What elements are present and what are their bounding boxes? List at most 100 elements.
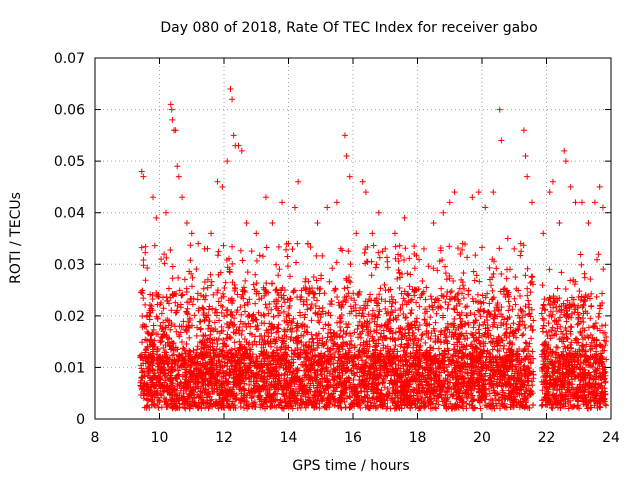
data-point	[492, 390, 499, 397]
data-point	[205, 405, 212, 412]
data-point	[361, 249, 368, 256]
data-point	[229, 300, 236, 307]
data-point	[304, 329, 311, 336]
data-point	[214, 287, 221, 294]
data-point	[398, 290, 405, 297]
data-point	[245, 320, 252, 327]
data-point	[347, 394, 354, 401]
data-point	[211, 319, 218, 326]
data-point	[283, 246, 290, 253]
data-point	[367, 291, 374, 298]
data-point	[157, 391, 164, 398]
data-point	[169, 275, 176, 282]
data-point	[167, 326, 174, 333]
data-point	[144, 265, 151, 272]
data-point	[401, 288, 408, 295]
data-point	[481, 307, 488, 314]
data-point	[396, 284, 403, 291]
data-point	[476, 278, 483, 285]
data-point	[506, 303, 513, 310]
data-point	[308, 317, 315, 324]
data-point	[462, 389, 469, 396]
data-point	[348, 295, 355, 302]
data-point	[316, 405, 323, 412]
data-point	[383, 310, 390, 317]
data-point	[464, 254, 471, 261]
data-point	[503, 275, 510, 282]
data-point	[446, 243, 453, 250]
data-point	[511, 295, 518, 302]
data-point	[259, 253, 266, 260]
data-point	[285, 322, 292, 329]
data-point	[273, 286, 280, 293]
data-point	[411, 243, 418, 250]
data-point	[522, 272, 529, 279]
data-point	[494, 324, 501, 331]
data-point	[500, 345, 507, 352]
data-point	[355, 322, 362, 329]
scatter-points	[137, 85, 610, 412]
data-point	[483, 354, 490, 361]
data-point	[410, 340, 417, 347]
data-point	[313, 277, 320, 284]
data-point	[505, 307, 512, 314]
data-point	[301, 358, 308, 365]
data-point	[417, 294, 424, 301]
data-point	[300, 342, 307, 349]
data-point	[451, 341, 458, 348]
data-point	[427, 314, 434, 321]
data-point	[418, 291, 425, 298]
data-point	[207, 271, 214, 278]
data-point	[215, 298, 222, 305]
data-point	[471, 385, 478, 392]
data-point	[473, 272, 480, 279]
data-point	[275, 243, 282, 250]
data-point	[356, 288, 363, 295]
data-point	[371, 400, 378, 407]
data-point	[246, 381, 253, 388]
data-point	[490, 335, 497, 342]
data-point	[460, 270, 467, 277]
data-point	[352, 307, 359, 314]
data-point	[471, 277, 478, 284]
data-point	[324, 334, 331, 341]
data-point	[456, 300, 463, 307]
data-point	[409, 336, 416, 343]
data-point	[242, 277, 249, 284]
data-point	[480, 321, 487, 328]
data-point	[527, 280, 534, 287]
data-point	[355, 334, 362, 341]
data-point	[176, 287, 183, 294]
data-point	[442, 299, 449, 306]
data-point	[525, 297, 532, 304]
data-point	[370, 242, 377, 249]
data-point	[512, 301, 519, 308]
data-point	[474, 291, 481, 298]
data-point	[422, 339, 429, 346]
data-point	[191, 312, 198, 319]
data-point	[140, 257, 147, 264]
data-point	[208, 278, 215, 285]
data-point	[419, 278, 426, 285]
data-point	[509, 306, 516, 313]
data-point	[378, 296, 385, 303]
data-point	[160, 305, 167, 312]
data-point	[142, 243, 149, 250]
data-point	[168, 321, 175, 328]
data-point	[158, 310, 165, 317]
data-point	[377, 285, 384, 292]
data-point	[201, 296, 208, 303]
data-point	[408, 307, 415, 314]
data-point	[297, 296, 304, 303]
data-point	[345, 248, 352, 255]
data-point	[284, 253, 291, 260]
data-point	[344, 284, 351, 291]
data-point	[419, 331, 426, 338]
data-point	[155, 404, 162, 411]
data-point	[372, 264, 379, 271]
data-point	[388, 293, 395, 300]
data-point	[376, 291, 383, 298]
data-point	[496, 405, 503, 412]
data-point	[194, 343, 201, 350]
